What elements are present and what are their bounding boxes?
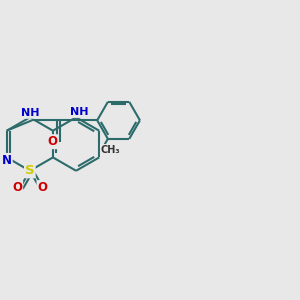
Text: CH₃: CH₃ — [101, 145, 120, 155]
Text: NH: NH — [70, 107, 88, 117]
Text: NH: NH — [21, 108, 39, 118]
Text: O: O — [12, 181, 22, 194]
Text: S: S — [25, 164, 34, 177]
Text: O: O — [48, 135, 58, 148]
Text: O: O — [38, 181, 47, 194]
Text: N: N — [2, 154, 12, 167]
